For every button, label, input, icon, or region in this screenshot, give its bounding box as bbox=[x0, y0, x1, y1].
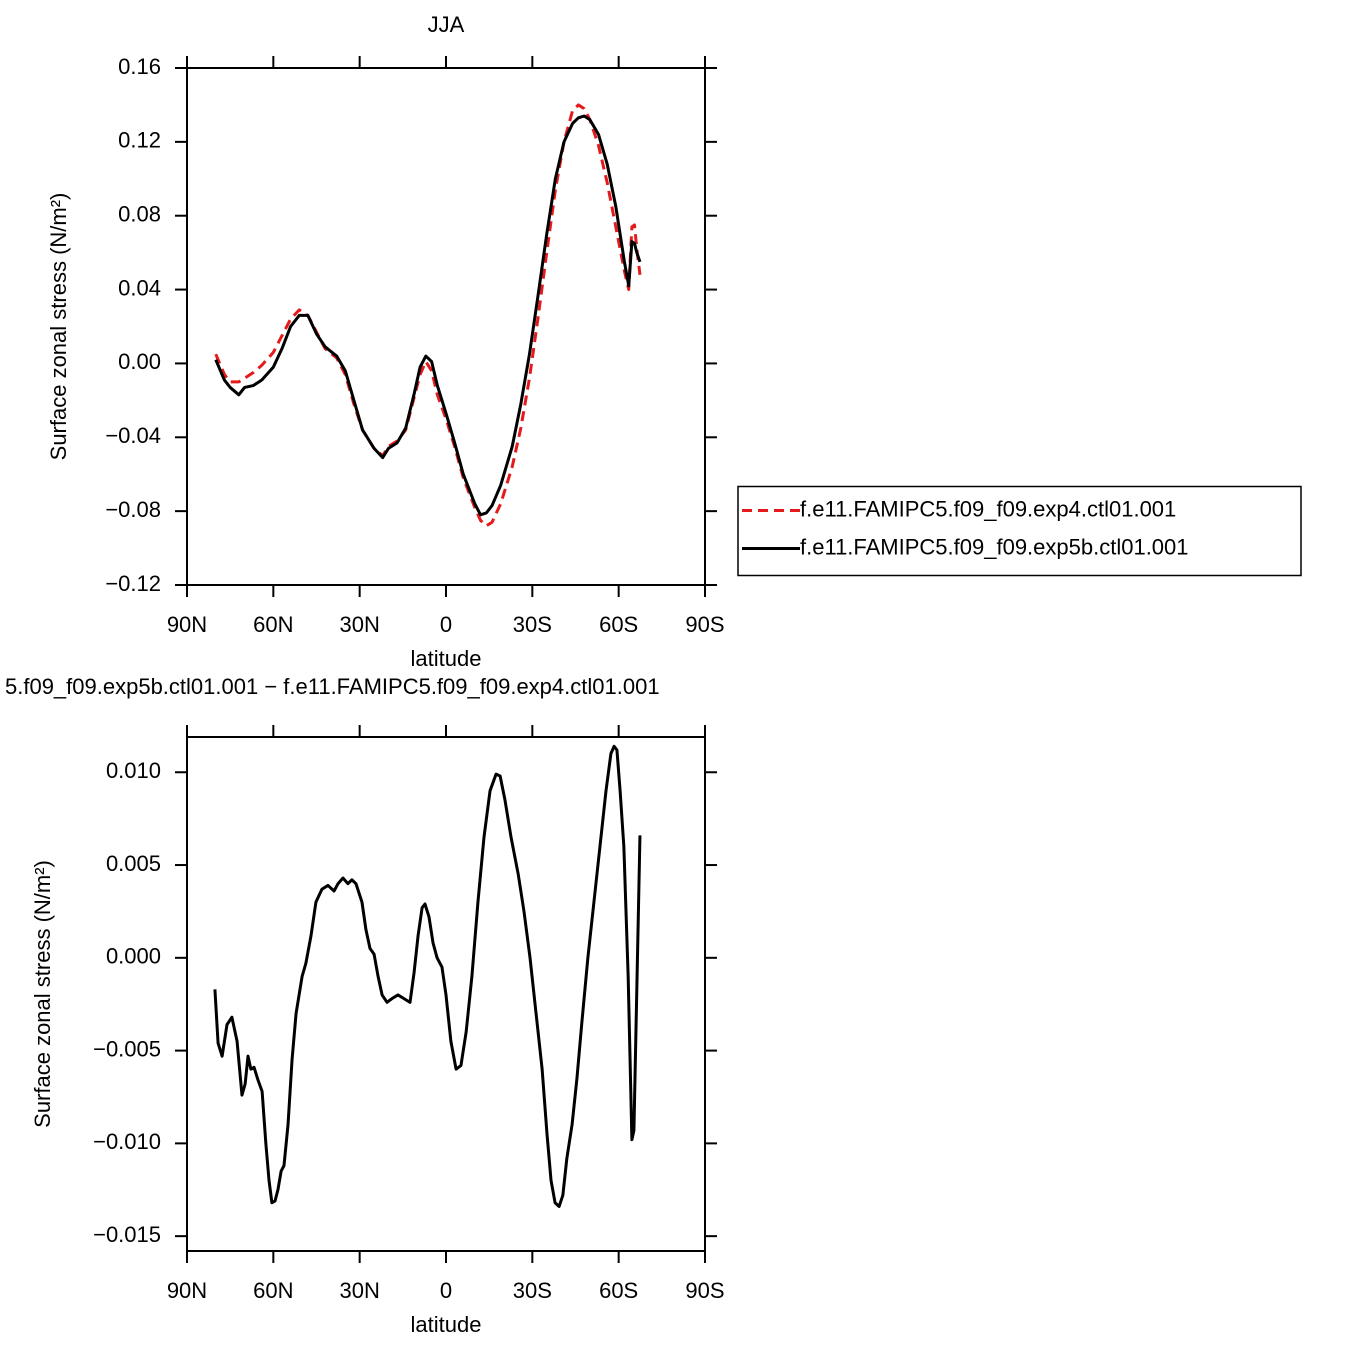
y-tick-label: −0.04 bbox=[105, 423, 161, 448]
y-tick-label: −0.12 bbox=[105, 571, 161, 596]
x-tick-label: 30N bbox=[339, 612, 379, 637]
x-tick-label: 30S bbox=[513, 612, 552, 637]
x-tick-label: 90N bbox=[167, 612, 207, 637]
chart-title: 5.f09_f09.exp5b.ctl01.001 − f.e11.FAMIPC… bbox=[5, 674, 660, 699]
x-tick-label: 0 bbox=[440, 1278, 452, 1303]
chart-title: JJA bbox=[428, 12, 465, 37]
series-line bbox=[214, 114, 642, 517]
y-tick-label: −0.010 bbox=[93, 1129, 161, 1154]
x-tick-label: 60S bbox=[599, 612, 638, 637]
legend-label: f.e11.FAMIPC5.f09_f09.exp4.ctl01.001 bbox=[800, 496, 1176, 521]
y-axis-label: Surface zonal stress (N/m²) bbox=[30, 860, 55, 1128]
x-tick-label: 60N bbox=[253, 612, 293, 637]
y-tick-label: −0.005 bbox=[93, 1036, 161, 1061]
y-tick-label: 0.005 bbox=[106, 851, 161, 876]
x-axis-label: latitude bbox=[411, 646, 482, 671]
y-tick-label: 0.04 bbox=[118, 275, 161, 300]
plot-frame bbox=[186, 736, 706, 1252]
series-line bbox=[213, 744, 642, 1208]
plot-frame bbox=[186, 67, 706, 586]
x-tick-label: 0 bbox=[440, 612, 452, 637]
x-tick-label: 60S bbox=[599, 1278, 638, 1303]
x-tick-label: 60N bbox=[253, 1278, 293, 1303]
x-tick-label: 90S bbox=[685, 612, 724, 637]
x-tick-label: 90N bbox=[167, 1278, 207, 1303]
y-tick-label: 0.16 bbox=[118, 54, 161, 79]
y-tick-label: 0.010 bbox=[106, 758, 161, 783]
y-tick-label: 0.00 bbox=[118, 349, 161, 374]
legend-box bbox=[737, 485, 1302, 577]
x-tick-label: 30N bbox=[339, 1278, 379, 1303]
y-tick-label: 0.12 bbox=[118, 128, 161, 153]
y-tick-label: −0.015 bbox=[93, 1222, 161, 1247]
y-axis-label: Surface zonal stress (N/m²) bbox=[46, 193, 71, 461]
x-tick-label: 30S bbox=[513, 1278, 552, 1303]
legend-label: f.e11.FAMIPC5.f09_f09.exp5b.ctl01.001 bbox=[800, 534, 1189, 559]
x-tick-label: 90S bbox=[685, 1278, 724, 1303]
y-tick-label: −0.08 bbox=[105, 497, 161, 522]
y-tick-label: 0.000 bbox=[106, 944, 161, 969]
series-line bbox=[214, 103, 642, 528]
y-tick-label: 0.08 bbox=[118, 202, 161, 227]
x-axis-label: latitude bbox=[411, 1312, 482, 1337]
